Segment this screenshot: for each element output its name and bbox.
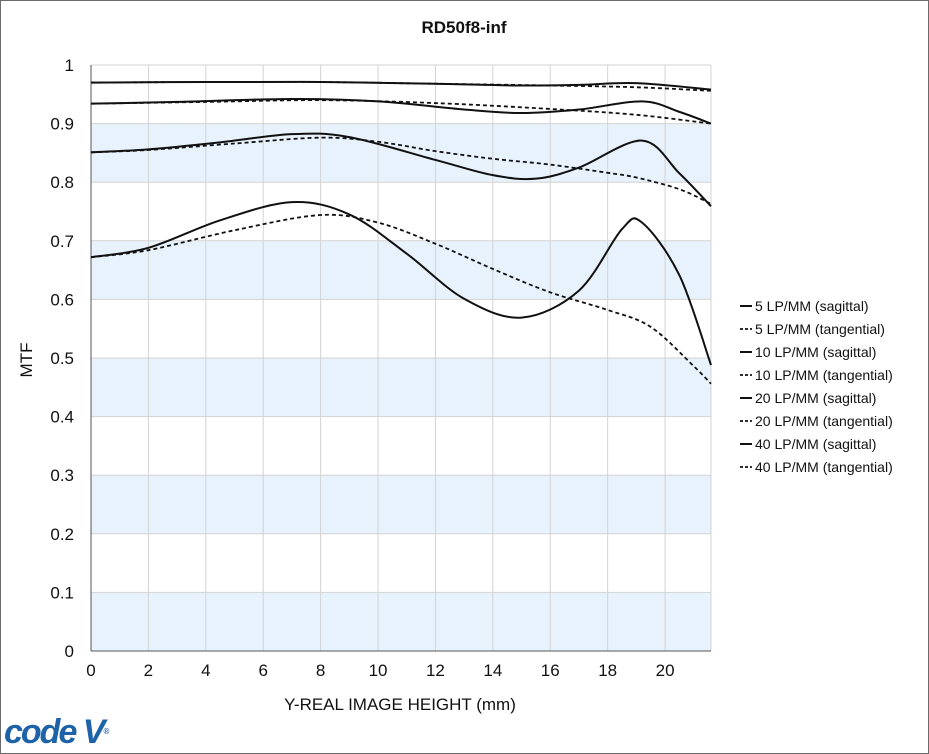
series-line (90, 213, 712, 385)
legend-label: 20 LP/MM (sagittal) (755, 390, 876, 406)
legend-label: 20 LP/MM (tangential) (755, 413, 893, 429)
x-tick-label: 14 (483, 661, 502, 680)
y-tick-label: 0.4 (50, 408, 74, 427)
x-tick-label: 16 (541, 661, 560, 680)
legend-label: 10 LP/MM (sagittal) (755, 344, 876, 360)
series-line (90, 97, 712, 125)
x-tick-label: 10 (369, 661, 388, 680)
y-tick-label: 0.9 (50, 115, 74, 134)
y-tick-label: 0.6 (50, 290, 74, 309)
x-axis-label: Y-REAL IMAGE HEIGHT (mm) (284, 695, 516, 714)
x-tick-label: 2 (144, 661, 153, 680)
plot-band (91, 475, 711, 534)
y-tick-label: 0 (65, 642, 74, 661)
x-tick-label: 6 (258, 661, 267, 680)
plot-band (91, 592, 711, 651)
y-tick-label: 1 (65, 56, 74, 75)
legend-label: 40 LP/MM (sagittal) (755, 436, 876, 452)
plot-band (91, 358, 711, 417)
series-line (90, 80, 712, 92)
chart-title: RD50f8-inf (421, 18, 506, 37)
legend-label: 5 LP/MM (sagittal) (755, 298, 869, 314)
x-tick-label: 0 (86, 661, 95, 680)
series-line (90, 136, 712, 205)
y-tick-label: 0.1 (50, 583, 74, 602)
logo-registered-mark: ® (103, 727, 110, 736)
x-tick-label: 18 (598, 661, 617, 680)
series-line (90, 132, 712, 207)
y-tick-label: 0.2 (50, 525, 74, 544)
x-tick-label: 8 (316, 661, 325, 680)
y-tick-label: 0.5 (50, 349, 74, 368)
y-axis-label: MTF (17, 343, 36, 378)
x-tick-label: 20 (656, 661, 675, 680)
x-tick-label: 4 (201, 661, 210, 680)
codev-logo: code V® (4, 712, 109, 752)
x-tick-label: 12 (426, 661, 445, 680)
series-line (90, 201, 712, 366)
logo-text: code V (4, 713, 105, 751)
plot-band (91, 123, 711, 183)
legend-label: 10 LP/MM (tangential) (755, 367, 893, 383)
series-line (90, 99, 712, 125)
y-tick-label: 0.7 (50, 232, 74, 251)
y-tick-label: 0.3 (50, 466, 74, 485)
y-tick-label: 0.8 (50, 173, 74, 192)
legend-label: 5 LP/MM (tangential) (755, 321, 885, 337)
legend: 5 LP/MM (sagittal) 5 LP/MM (tangential) 10… (740, 298, 893, 475)
legend-label: 40 LP/MM (tangential) (755, 459, 893, 475)
